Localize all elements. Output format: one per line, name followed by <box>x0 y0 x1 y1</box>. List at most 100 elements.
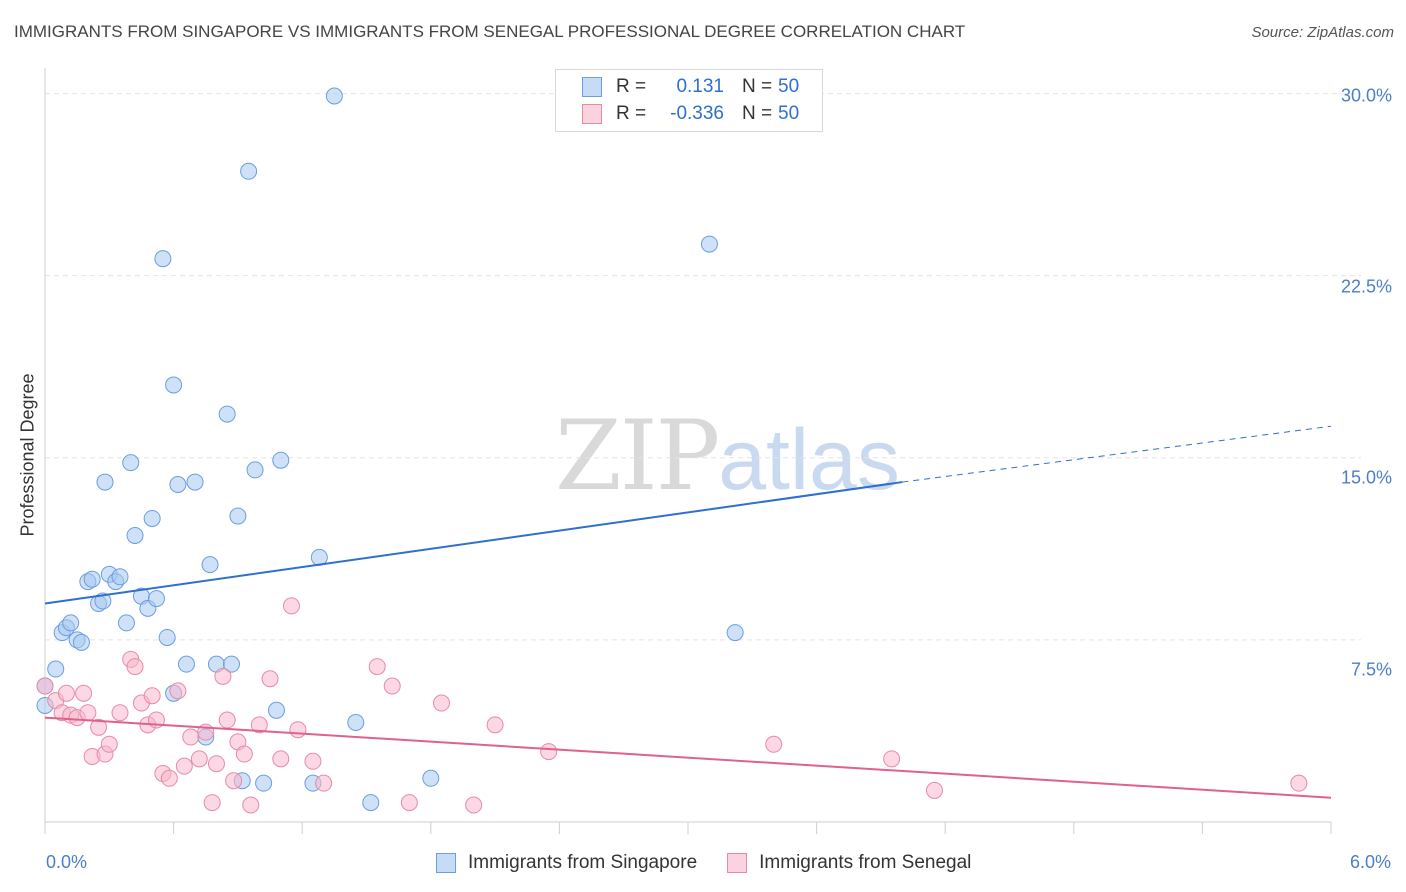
legend-row-senegal: R = -0.336 N = 50 <box>582 103 800 124</box>
singapore-point <box>111 568 129 586</box>
senegal-point <box>765 735 783 753</box>
singapore-point <box>272 451 290 469</box>
singapore-point <box>126 526 144 544</box>
legend-r-value: 0.131 <box>676 76 724 97</box>
legend-swatch-senegal <box>582 104 602 124</box>
singapore-point <box>218 405 236 423</box>
y-axis-title: Professional Degree <box>17 373 38 537</box>
singapore-point <box>422 769 440 787</box>
legend-n-label: N = <box>742 103 773 124</box>
legend-item-senegal[interactable]: Immigrants from Senegal <box>727 852 971 874</box>
singapore-point <box>165 376 183 394</box>
singapore-point <box>726 624 744 642</box>
senegal-point <box>315 774 333 792</box>
senegal-point <box>242 796 260 814</box>
singapore-point <box>246 461 264 479</box>
singapore-point <box>147 590 165 608</box>
legend-swatch-singapore <box>582 77 602 97</box>
y-tick-label: 22.5% <box>1340 276 1392 297</box>
watermark: ZIPatlas <box>555 400 900 512</box>
senegal-point <box>250 716 268 734</box>
legend-r-value: -0.336 <box>670 103 724 124</box>
legend-r-label: R = <box>616 103 647 124</box>
singapore-point <box>362 794 380 812</box>
senegal-point <box>272 750 290 768</box>
legend-n-label: N = <box>742 76 773 97</box>
senegal-point <box>90 718 108 736</box>
senegal-trend-line <box>44 716 1332 799</box>
singapore-point <box>62 614 80 632</box>
singapore-point <box>177 655 195 673</box>
singapore-point <box>222 655 240 673</box>
chart-title: IMMIGRANTS FROM SINGAPORE VS IMMIGRANTS … <box>14 22 966 41</box>
legend-r-label: R = <box>616 76 647 97</box>
senegal-point <box>126 658 144 676</box>
singapore-point <box>122 454 140 472</box>
singapore-point <box>267 701 285 719</box>
singapore-point <box>201 556 219 574</box>
senegal-point <box>218 711 236 729</box>
series-legend: Immigrants from Singapore Immigrants fro… <box>436 852 1001 874</box>
legend-swatch-senegal <box>727 853 748 873</box>
singapore-point <box>255 774 273 792</box>
senegal-point <box>282 597 300 615</box>
legend-n-value: 50 <box>778 76 800 97</box>
legend-row-singapore: R = 0.131 N = 50 <box>582 76 800 97</box>
singapore-point <box>240 162 258 180</box>
singapore-point <box>143 509 161 527</box>
singapore-point <box>158 628 176 646</box>
senegal-point <box>925 781 943 799</box>
watermark-atlas: atlas <box>718 412 900 508</box>
senegal-point <box>383 677 401 695</box>
y-tick-label: 15.0% <box>1340 467 1392 488</box>
senegal-point <box>75 684 93 702</box>
singapore-point <box>186 473 204 491</box>
legend-label-singapore: Immigrants from Singapore <box>468 852 698 873</box>
singapore-point <box>47 660 65 678</box>
singapore-point <box>700 235 718 253</box>
senegal-point <box>175 757 193 775</box>
singapore-point <box>347 713 365 731</box>
singapore-trend-line <box>44 481 903 605</box>
senegal-point <box>79 704 97 722</box>
legend-n-value: 50 <box>778 103 800 124</box>
legend-item-singapore[interactable]: Immigrants from Singapore <box>436 852 697 874</box>
watermark-zip: ZIP <box>555 400 720 512</box>
singapore-trend-extension <box>902 425 1332 483</box>
senegal-point <box>100 735 118 753</box>
singapore-point <box>96 473 114 491</box>
senegal-point <box>1290 774 1308 792</box>
senegal-point <box>400 794 418 812</box>
senegal-point <box>486 716 504 734</box>
senegal-point <box>111 704 129 722</box>
singapore-point <box>72 633 90 651</box>
senegal-point <box>36 677 54 695</box>
senegal-point <box>207 755 225 773</box>
senegal-point <box>368 658 386 676</box>
senegal-point <box>433 694 451 712</box>
senegal-point <box>203 794 221 812</box>
legend-swatch-singapore <box>436 853 456 873</box>
senegal-point <box>235 745 253 763</box>
senegal-point <box>289 721 307 739</box>
singapore-point <box>83 570 101 588</box>
senegal-point <box>304 752 322 770</box>
singapore-point <box>169 475 187 493</box>
senegal-point <box>883 750 901 768</box>
y-tick-label: 30.0% <box>1340 85 1392 106</box>
senegal-point <box>225 772 243 790</box>
senegal-point <box>261 670 279 688</box>
singapore-point <box>117 614 135 632</box>
singapore-point <box>325 87 343 105</box>
senegal-point <box>540 743 558 761</box>
y-tick-label: 7.5% <box>1350 659 1392 680</box>
senegal-point <box>143 687 161 705</box>
x-tick-label: 0.0% <box>46 852 88 872</box>
senegal-point <box>57 684 75 702</box>
senegal-point <box>214 667 232 685</box>
correlation-legend: R = 0.131 N = 50 R = -0.336 N = 50 <box>555 69 823 132</box>
senegal-point <box>465 796 483 814</box>
singapore-point <box>154 250 172 268</box>
senegal-point <box>160 769 178 787</box>
